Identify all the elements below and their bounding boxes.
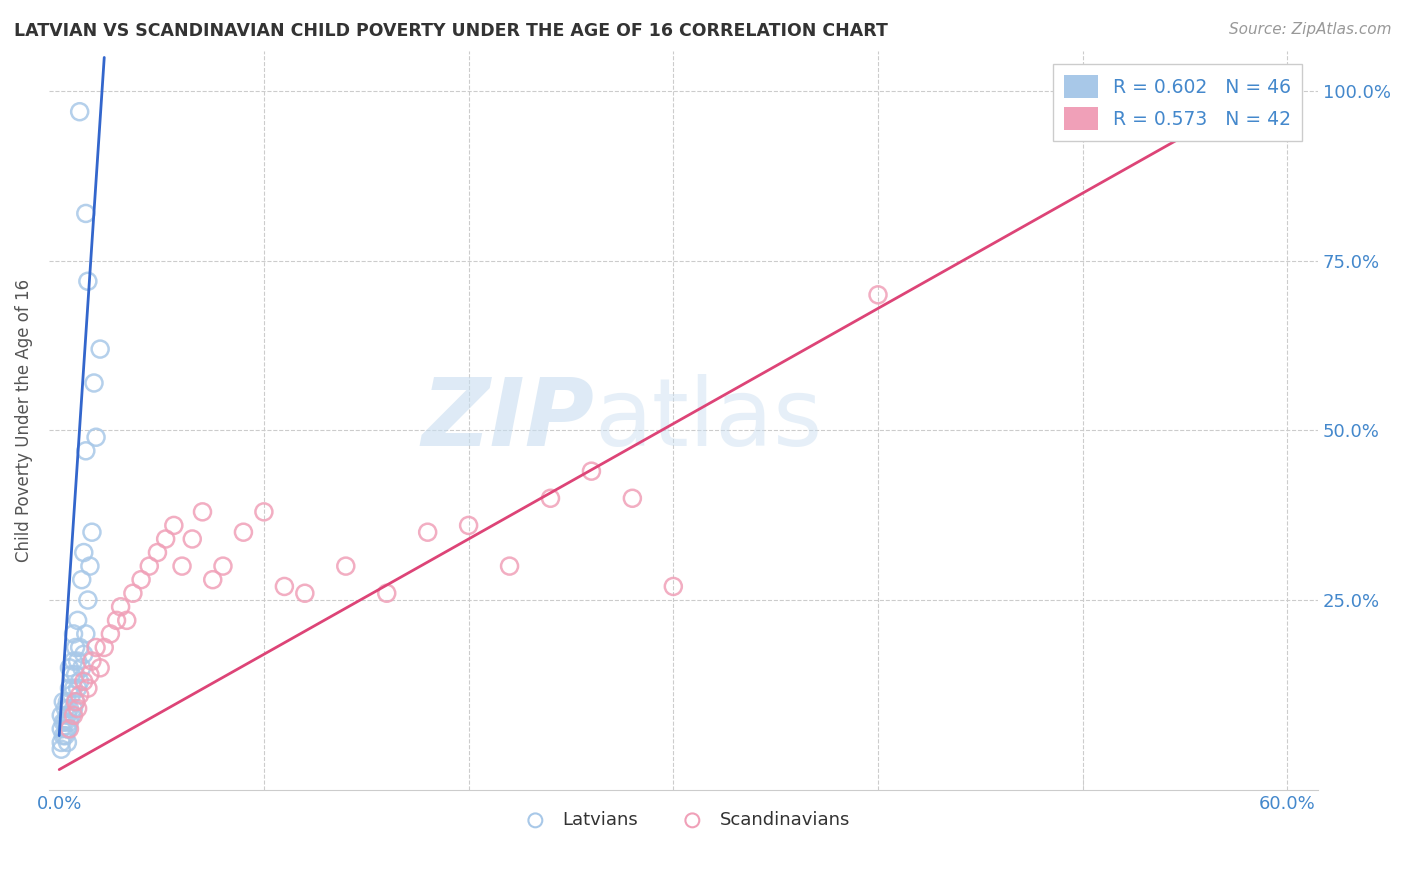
Point bbox=[84, 430, 107, 444]
Point bbox=[69, 640, 91, 655]
Point bbox=[53, 729, 76, 743]
Point bbox=[93, 640, 115, 655]
Point bbox=[73, 647, 96, 661]
Point bbox=[62, 654, 84, 668]
Text: ZIP: ZIP bbox=[422, 375, 595, 467]
Point bbox=[122, 586, 145, 600]
Point bbox=[58, 701, 80, 715]
Point bbox=[76, 274, 98, 288]
Point bbox=[65, 640, 87, 655]
Y-axis label: Child Poverty Under the Age of 16: Child Poverty Under the Age of 16 bbox=[15, 278, 32, 562]
Point bbox=[457, 518, 479, 533]
Point bbox=[163, 518, 186, 533]
Point bbox=[52, 715, 75, 730]
Point bbox=[51, 735, 73, 749]
Point bbox=[66, 613, 89, 627]
Point bbox=[62, 681, 84, 696]
Point bbox=[75, 206, 97, 220]
Point bbox=[66, 681, 89, 696]
Point bbox=[129, 573, 152, 587]
Point bbox=[58, 715, 80, 730]
Point bbox=[110, 599, 132, 614]
Point bbox=[540, 491, 562, 506]
Point bbox=[62, 627, 84, 641]
Point bbox=[89, 661, 111, 675]
Point bbox=[56, 735, 79, 749]
Point bbox=[100, 627, 122, 641]
Point bbox=[58, 681, 80, 696]
Point bbox=[69, 104, 91, 119]
Point bbox=[866, 288, 889, 302]
Point bbox=[58, 661, 80, 675]
Point bbox=[69, 674, 91, 689]
Point bbox=[75, 627, 97, 641]
Point bbox=[51, 708, 73, 723]
Point bbox=[1112, 118, 1135, 132]
Point bbox=[66, 654, 89, 668]
Point bbox=[80, 525, 103, 540]
Point bbox=[79, 667, 101, 681]
Point bbox=[56, 722, 79, 736]
Point bbox=[73, 674, 96, 689]
Point bbox=[416, 525, 439, 540]
Text: Source: ZipAtlas.com: Source: ZipAtlas.com bbox=[1229, 22, 1392, 37]
Point bbox=[53, 715, 76, 730]
Point bbox=[69, 688, 91, 702]
Point bbox=[58, 722, 80, 736]
Point bbox=[66, 701, 89, 715]
Legend: Latvians, Scandinavians: Latvians, Scandinavians bbox=[510, 804, 858, 837]
Point bbox=[662, 579, 685, 593]
Point bbox=[62, 708, 84, 723]
Point bbox=[76, 681, 98, 696]
Point bbox=[621, 491, 644, 506]
Point bbox=[212, 559, 235, 574]
Point bbox=[201, 573, 224, 587]
Point bbox=[138, 559, 160, 574]
Point bbox=[335, 559, 357, 574]
Point bbox=[65, 695, 87, 709]
Point bbox=[52, 695, 75, 709]
Point bbox=[53, 701, 76, 715]
Point bbox=[60, 708, 83, 723]
Point bbox=[294, 586, 316, 600]
Text: atlas: atlas bbox=[595, 375, 823, 467]
Point bbox=[56, 708, 79, 723]
Point bbox=[76, 593, 98, 607]
Point bbox=[273, 579, 295, 593]
Point bbox=[60, 688, 83, 702]
Point bbox=[191, 505, 214, 519]
Point bbox=[73, 545, 96, 559]
Point bbox=[79, 559, 101, 574]
Point bbox=[70, 661, 93, 675]
Point bbox=[65, 695, 87, 709]
Point bbox=[581, 464, 603, 478]
Point bbox=[232, 525, 254, 540]
Point bbox=[253, 505, 276, 519]
Point bbox=[155, 532, 177, 546]
Point bbox=[75, 443, 97, 458]
Point bbox=[375, 586, 398, 600]
Point bbox=[181, 532, 204, 546]
Point bbox=[146, 545, 169, 559]
Point bbox=[170, 559, 193, 574]
Point bbox=[52, 729, 75, 743]
Point bbox=[105, 613, 128, 627]
Point bbox=[62, 701, 84, 715]
Point bbox=[56, 695, 79, 709]
Text: LATVIAN VS SCANDINAVIAN CHILD POVERTY UNDER THE AGE OF 16 CORRELATION CHART: LATVIAN VS SCANDINAVIAN CHILD POVERTY UN… bbox=[14, 22, 889, 40]
Point bbox=[51, 722, 73, 736]
Point bbox=[80, 654, 103, 668]
Point bbox=[65, 667, 87, 681]
Point bbox=[51, 742, 73, 756]
Point bbox=[83, 376, 105, 390]
Point bbox=[56, 722, 79, 736]
Point bbox=[84, 640, 107, 655]
Point bbox=[89, 342, 111, 356]
Point bbox=[115, 613, 138, 627]
Point bbox=[498, 559, 520, 574]
Point bbox=[60, 667, 83, 681]
Point bbox=[70, 573, 93, 587]
